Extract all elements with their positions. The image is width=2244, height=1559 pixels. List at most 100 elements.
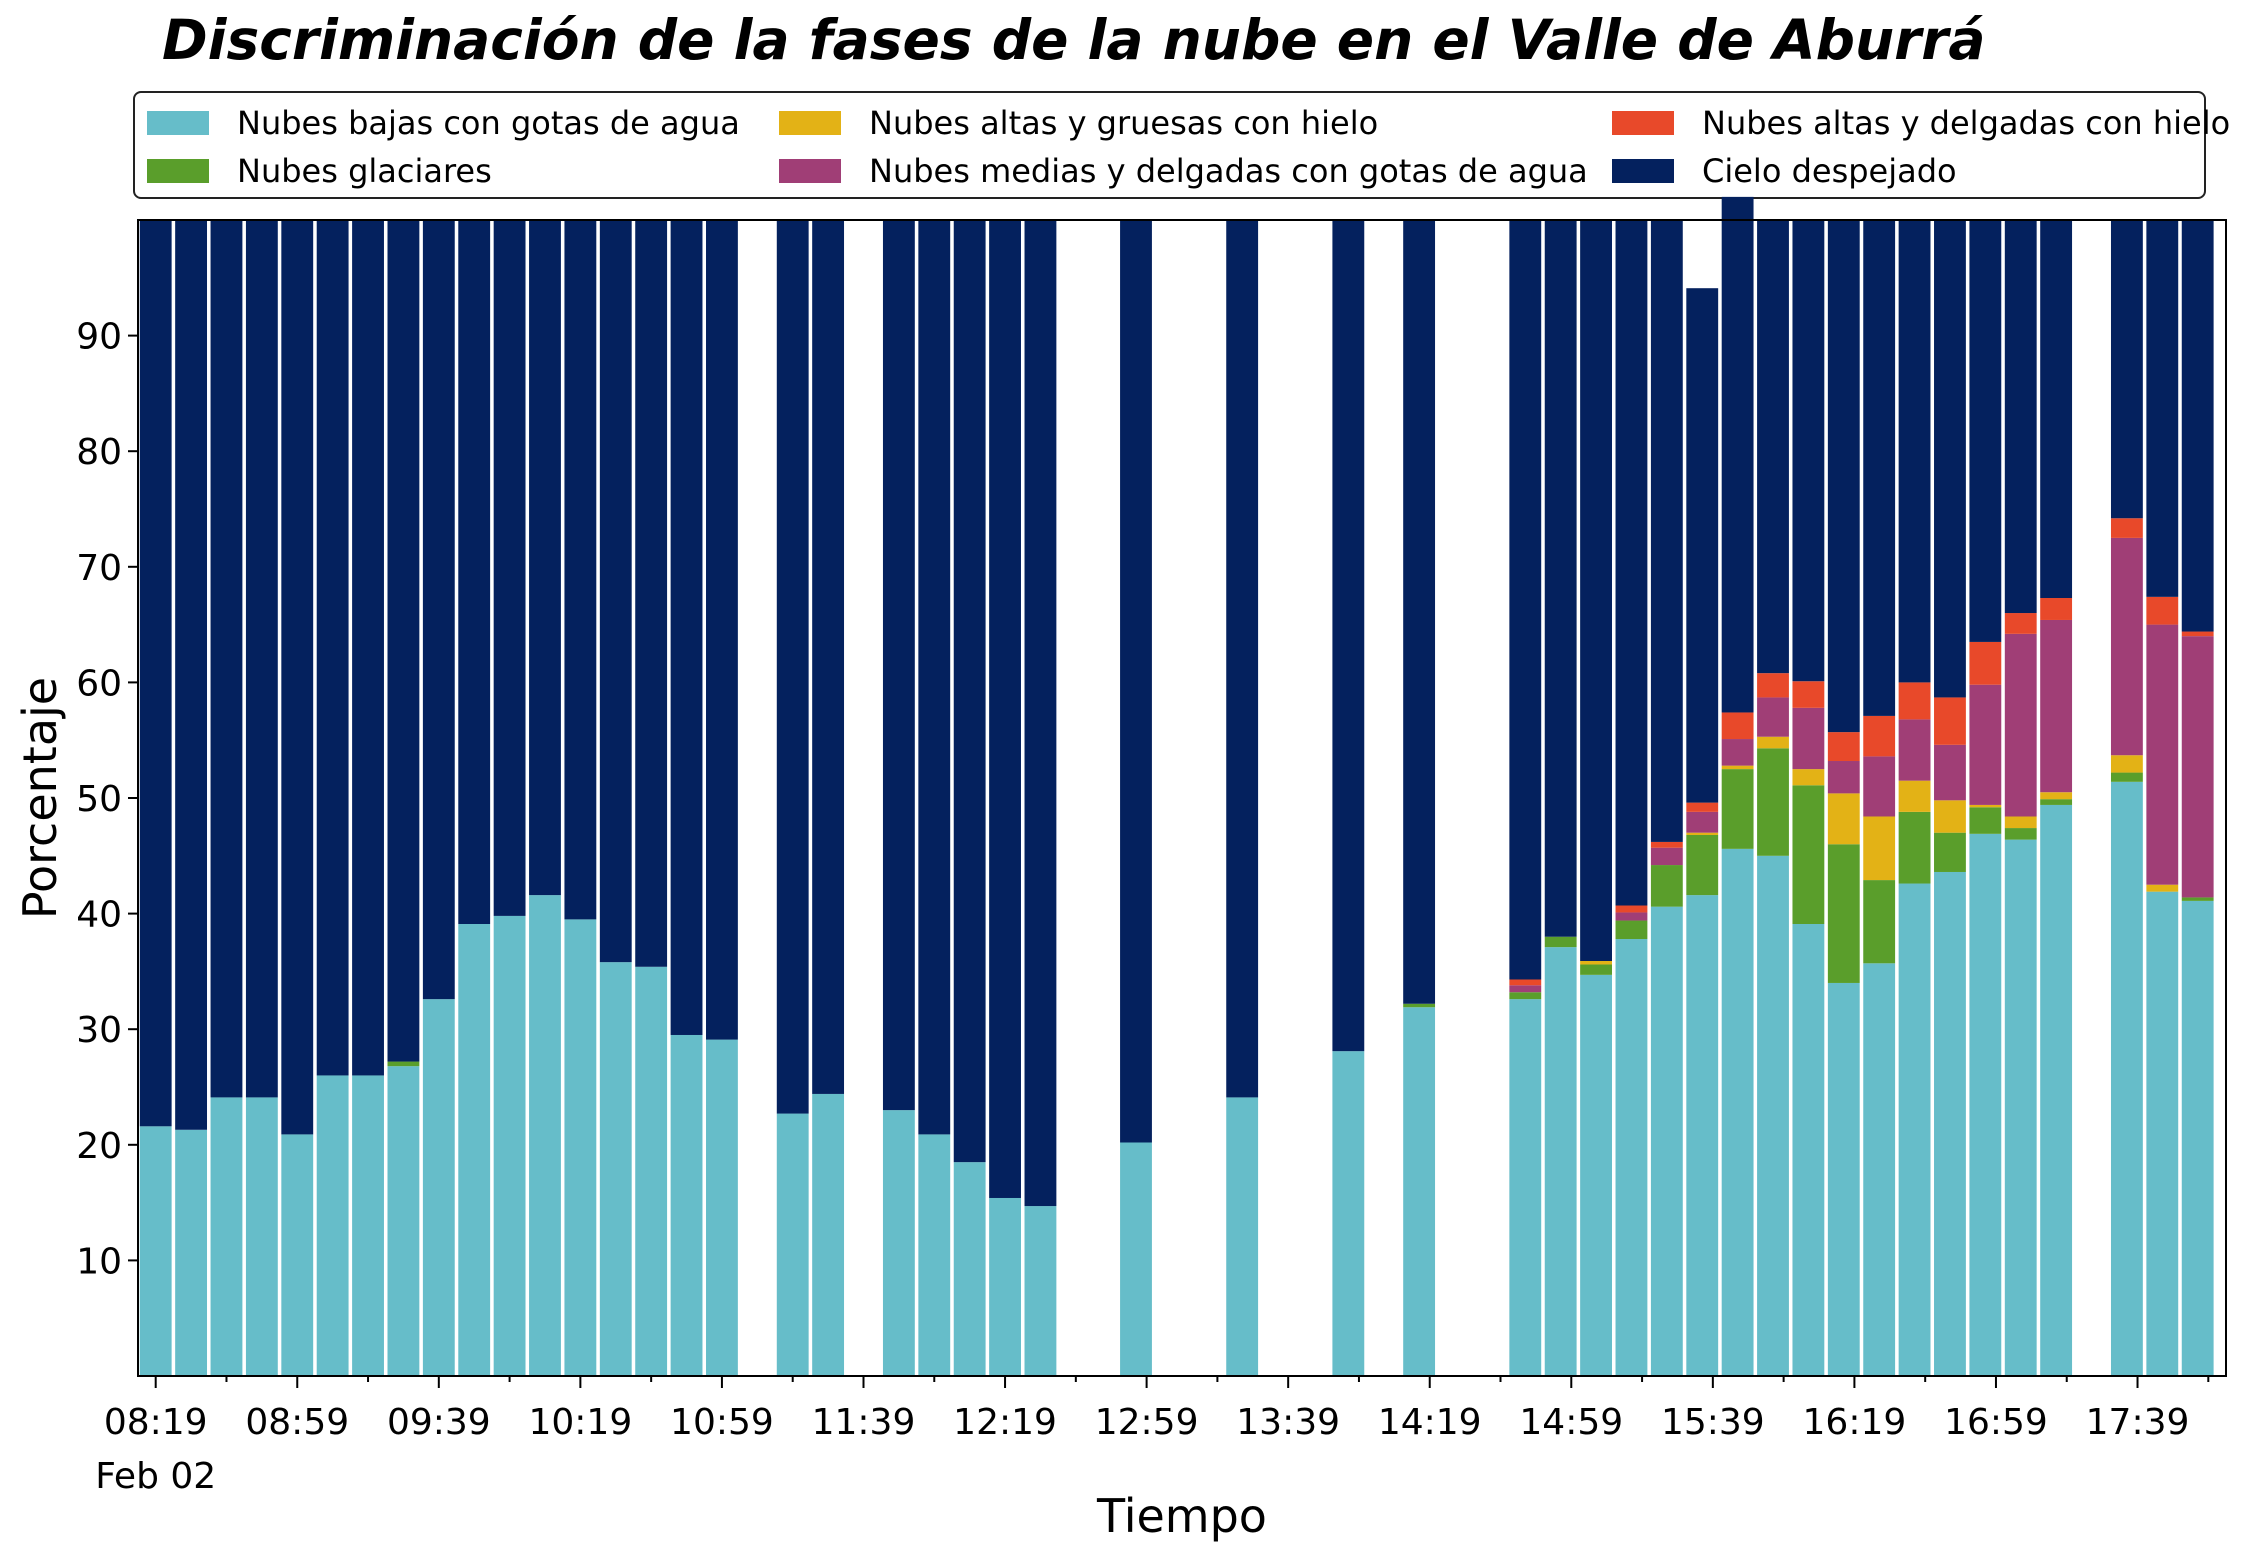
bar-segment-3	[1650, 847, 1683, 866]
bar-segment-0	[210, 1097, 243, 1376]
bar-segment-0	[2110, 781, 2143, 1376]
x-tick-sublabel: Feb 02	[95, 1456, 216, 1497]
bar-segment-5	[2040, 220, 2073, 599]
bar-segment-0	[245, 1097, 278, 1376]
x-axis-label: Tiempo	[1096, 1489, 1267, 1543]
bar-segment-3	[1757, 697, 1789, 737]
bar-segment-5	[599, 220, 632, 963]
bar-segment-0	[1544, 947, 1577, 1376]
legend: Nubes bajas con gotas de agua Nubes glaci…	[133, 91, 2230, 199]
bar-segment-5	[210, 220, 243, 1098]
y-tick-label: 90	[76, 317, 122, 358]
legend-label: Nubes bajas con gotas de agua	[237, 104, 740, 142]
bar-segment-5	[635, 220, 668, 967]
bar-segment-1	[1792, 785, 1825, 924]
bar-segment-2	[1686, 832, 1719, 835]
bar-segment-0	[670, 1034, 703, 1376]
bar-segment-2	[1580, 961, 1612, 965]
bar-segment-0	[1827, 982, 1860, 1376]
bar-segment-5	[1580, 220, 1612, 961]
x-tick-label: 14:19	[1378, 1402, 1482, 1443]
bar-segment-0	[458, 924, 491, 1376]
bar-segment-0	[1332, 1051, 1365, 1376]
bar-segment-4	[1863, 715, 1896, 757]
bar-segment-5	[1934, 220, 1966, 698]
x-tick-label: 10:59	[670, 1402, 774, 1443]
bar-segment-0	[1686, 895, 1719, 1376]
bar-segment-3	[1969, 684, 2002, 805]
legend-swatch	[1612, 159, 1674, 183]
bar-segment-5	[1721, 196, 1754, 713]
bar-segment-5	[1226, 220, 1259, 1098]
legend-swatch	[779, 111, 841, 135]
bar-segment-1	[1757, 748, 1789, 856]
x-tick-label: 17:39	[2086, 1402, 2190, 1443]
bar-segment-0	[1580, 974, 1612, 1376]
bar-segment-0	[599, 962, 632, 1376]
x-tick-label: 15:39	[1661, 1402, 1765, 1443]
bar-segment-5	[918, 220, 951, 1135]
bar-segment-0	[493, 915, 526, 1376]
bar-segment-1	[1827, 844, 1860, 983]
bar-segment-0	[422, 999, 455, 1376]
bar-segment-0	[1792, 924, 1825, 1376]
bar-segment-1	[2110, 772, 2143, 782]
bar-segment-2	[1898, 780, 1931, 812]
bar-segment-5	[1509, 220, 1542, 980]
bar-segment-0	[1863, 963, 1896, 1376]
bar-segment-3	[2110, 537, 2143, 756]
bar-segment-5	[953, 220, 986, 1163]
bar-segment-0	[352, 1075, 384, 1376]
bar-segment-2	[2040, 792, 2073, 800]
bar-segment-0	[776, 1113, 809, 1376]
bar-segment-2	[1934, 800, 1966, 833]
bar-segment-5	[706, 220, 738, 1040]
bar-segment-5	[493, 220, 526, 916]
bar-segment-5	[1792, 220, 1825, 682]
y-tick-label: 40	[76, 895, 122, 936]
bar-segment-1	[1580, 964, 1612, 975]
bar-segment-5	[1863, 220, 1896, 716]
bar-segment-1	[1898, 811, 1931, 884]
legend-item: Nubes medias y delgadas con gotas de agu…	[779, 151, 1588, 191]
y-tick-label: 70	[76, 548, 122, 589]
legend-label: Nubes glaciares	[237, 152, 492, 190]
bar-segment-3	[1509, 985, 1542, 993]
bar-segment-0	[1226, 1097, 1259, 1376]
y-tick-label: 80	[76, 432, 122, 473]
bar-segment-1	[1934, 832, 1966, 872]
bar-segment-0	[1615, 939, 1648, 1376]
x-tick-label: 08:59	[245, 1402, 349, 1443]
x-tick-label: 12:19	[953, 1402, 1057, 1443]
bar-segment-5	[281, 220, 314, 1135]
bar-segment-0	[1934, 871, 1966, 1376]
x-tick-label: 09:39	[387, 1402, 491, 1443]
bar-segment-0	[2004, 839, 2037, 1376]
bar-segment-5	[1544, 220, 1577, 937]
bar-segment-0	[139, 1126, 172, 1376]
chart-title: Discriminación de la fases de la nube en…	[162, 8, 1986, 72]
bar-segment-0	[281, 1134, 314, 1376]
bar-segment-4	[2181, 631, 2214, 637]
bar-segment-0	[1721, 848, 1754, 1376]
bar-segment-2	[2146, 884, 2179, 892]
bar-segment-4	[1509, 979, 1542, 986]
y-tick-label: 60	[76, 663, 122, 704]
bars	[139, 196, 2214, 1376]
bar-segment-4	[1792, 681, 1825, 708]
bar-segment-3	[1686, 811, 1719, 833]
bar-segment-3	[1721, 739, 1754, 766]
bar-segment-2	[1863, 816, 1896, 881]
bar-segment-5	[422, 220, 455, 1000]
bar-segment-1	[1544, 936, 1577, 948]
y-tick-label: 10	[76, 1241, 122, 1282]
bar-segment-5	[2110, 220, 2143, 519]
bar-segment-4	[1757, 673, 1789, 698]
bar-segment-3	[1863, 756, 1896, 817]
legend-swatch	[147, 111, 209, 135]
bar-segment-4	[1827, 732, 1860, 762]
bar-segment-1	[1650, 865, 1683, 907]
bar-segment-4	[1898, 682, 1931, 720]
bar-segment-5	[564, 220, 597, 920]
